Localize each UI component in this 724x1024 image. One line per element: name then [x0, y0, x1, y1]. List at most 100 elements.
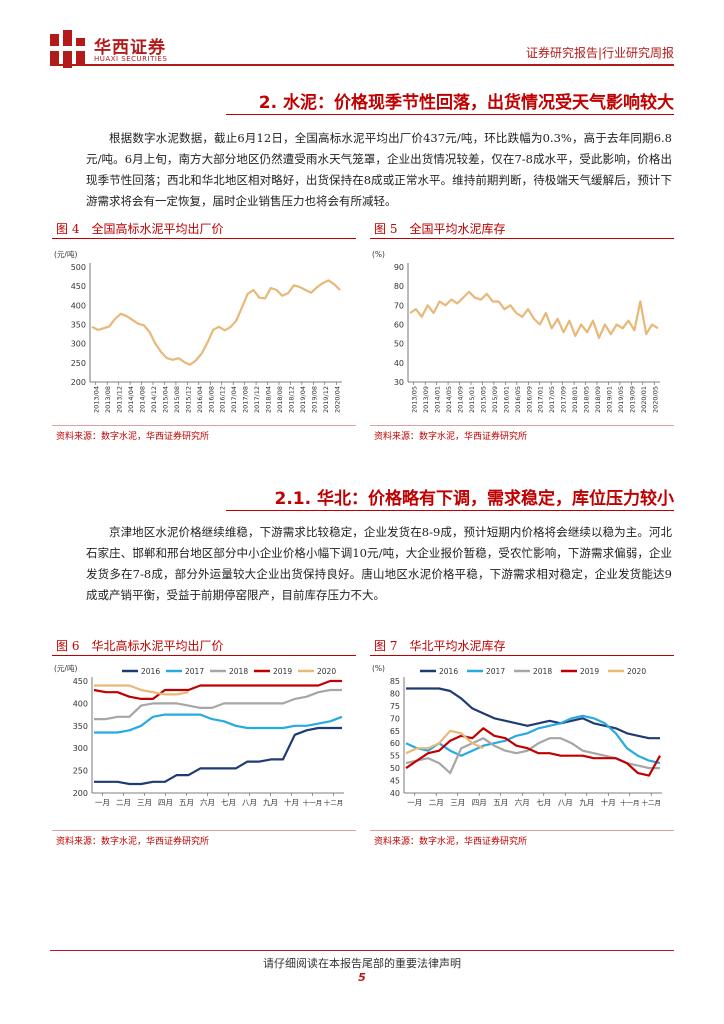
x-tick-label: 2016/12 [219, 386, 227, 413]
series-line-2020 [94, 684, 189, 696]
y-tick-label: 80 [394, 282, 404, 291]
series-line-2017 [94, 713, 343, 734]
figure-5-caption-rule [370, 238, 674, 239]
x-tick-label: 三月 [450, 798, 465, 807]
x-tick-label: 2016/01 [502, 386, 510, 413]
section-title-rule [226, 114, 674, 115]
x-tick-label: 2014/05 [445, 386, 453, 413]
section-title-rule-2 [226, 510, 674, 511]
y-axis-unit-label: (元/吨) [54, 663, 77, 673]
legend-label: 2019 [580, 667, 599, 676]
legend-label: 2016 [141, 667, 160, 676]
legend-label: 2017 [486, 667, 505, 676]
x-tick-label: 十一月 [620, 798, 640, 807]
y-tick-label: 400 [73, 699, 88, 708]
figure-4-source: 资料来源：数字水泥，华西证券研究所 [56, 432, 210, 442]
figure-5-bottom-rule [370, 425, 674, 426]
x-tick-label: 2014/08 [139, 386, 147, 413]
x-tick-label: 二月 [116, 798, 131, 807]
legend-label: 2016 [439, 667, 458, 676]
x-tick-label: 2016/09 [525, 386, 533, 413]
y-tick-label: 350 [73, 722, 88, 731]
logo-english-name: HUAXI SECURITIES [94, 55, 168, 63]
series-line-2018 [405, 737, 660, 775]
legend-label: 2018 [229, 667, 248, 676]
logo-chinese-name: 华西证券 [94, 38, 166, 58]
x-tick-label: 2018/09 [594, 386, 602, 413]
y-axis-unit-label: (%) [372, 664, 385, 673]
x-tick-label: 八月 [242, 798, 257, 807]
y-tick-label: 75 [390, 702, 400, 711]
y-tick-label: 40 [390, 789, 400, 798]
x-tick-label: 2017/09 [560, 386, 568, 413]
section-paragraph-cement: 根据数字水泥数据，截止6月12日，全国高标水泥平均出厂价437元/吨，环比跌幅为… [86, 131, 672, 208]
y-tick-label: 200 [73, 789, 88, 798]
x-tick-label: 2013/05 [411, 386, 419, 413]
x-tick-label: 2015/01 [468, 386, 476, 413]
legend-label: 2017 [185, 667, 204, 676]
x-tick-label: 十月 [284, 797, 299, 807]
figure-5-source: 资料来源：数字水泥，华西证券研究所 [374, 432, 528, 442]
x-tick-label: 一月 [95, 798, 110, 807]
footer-divider [50, 950, 674, 951]
x-tick-label: 一月 [407, 798, 422, 807]
x-tick-label: 七月 [221, 798, 236, 807]
x-tick-label: 2017/08 [242, 386, 250, 413]
x-tick-label: 2018/04 [265, 386, 273, 413]
x-tick-label: 2016/04 [196, 386, 204, 413]
x-tick-label: 2019/01 [605, 386, 613, 413]
x-tick-label: 四月 [472, 798, 487, 807]
y-tick-label: 40 [394, 359, 404, 368]
y-tick-label: 30 [394, 378, 404, 387]
x-tick-label: 2018/08 [276, 386, 284, 413]
figure-4-bottom-rule [52, 425, 356, 426]
x-tick-label: 六月 [200, 797, 215, 807]
figure-4-caption: 图 4 全国高标水泥平均出厂价 [56, 222, 224, 236]
y-tick-label: 55 [390, 752, 400, 761]
y-tick-label: 60 [390, 739, 400, 748]
x-tick-label: 十二月 [324, 798, 344, 807]
x-tick-label: 九月 [579, 798, 594, 807]
series-line-全国高标水泥平均出厂价 [91, 279, 341, 366]
figure-7-source: 资料来源：数字水泥，华西证券研究所 [374, 837, 528, 847]
section-title-north-china: 2.1. 华北：价格略有下调，需求稳定，库位压力较小 [274, 489, 675, 509]
x-tick-label: 2014/12 [150, 386, 158, 413]
y-tick-label: 200 [71, 378, 86, 387]
figure-7-caption-rule [370, 655, 674, 656]
x-tick-label: 2020/01 [640, 386, 648, 413]
x-tick-label: 二月 [429, 798, 444, 807]
x-tick-label: 2020/04 [333, 386, 341, 413]
x-tick-label: 2016/08 [207, 386, 215, 413]
x-tick-label: 2019/05 [617, 386, 625, 413]
x-tick-label: 2018/12 [287, 386, 295, 413]
y-tick-label: 400 [71, 301, 86, 310]
x-tick-label: 2013/04 [93, 386, 101, 413]
x-tick-label: 2014/01 [434, 386, 442, 413]
x-tick-label: 三月 [137, 798, 152, 807]
y-tick-label: 65 [390, 727, 400, 736]
page-number: 5 [358, 971, 366, 984]
figure-4-chart: (元/吨) 200 250 300 350 400 450 500 2013/04 2013/08… [54, 249, 342, 413]
x-tick-label: 2017/12 [253, 386, 261, 413]
series-line-2017 [405, 714, 661, 765]
y-tick-label: 450 [71, 282, 86, 291]
x-tick-label: 十一月 [303, 798, 323, 807]
figure-5-caption: 图 5 全国平均水泥库存 [374, 222, 506, 236]
series-line-2019 [93, 679, 342, 701]
figure-7-chart: (%) 40 45 50 55 60 65 70 75 80 85 一月 二月 三月 四月 五月 六月 七月 八月九… [372, 664, 662, 807]
company-logo-icon [50, 30, 85, 68]
y-tick-label: 85 [390, 677, 400, 686]
figure-6-caption-rule [52, 655, 356, 656]
x-tick-label: 五月 [179, 798, 194, 807]
y-tick-label: 70 [394, 301, 404, 310]
x-tick-label: 2019/08 [310, 386, 318, 413]
y-tick-label: 50 [394, 340, 404, 349]
legend-label: 2020 [317, 667, 336, 676]
series-line-全国平均水泥库存 [409, 290, 659, 340]
section-title-cement: 2. 水泥：价格现季节性回落，出货情况受天气影响较大 [258, 93, 674, 113]
series-line-2016 [94, 726, 342, 786]
section-paragraph-north-china: 京津地区水泥价格继续维稳，下游需求比较稳定，企业发货在8-9成，预计短期内价格将… [86, 525, 672, 602]
y-tick-label: 70 [390, 714, 400, 723]
figure-6-source: 资料来源：数字水泥，华西证券研究所 [56, 837, 210, 847]
y-tick-label: 90 [394, 263, 404, 272]
